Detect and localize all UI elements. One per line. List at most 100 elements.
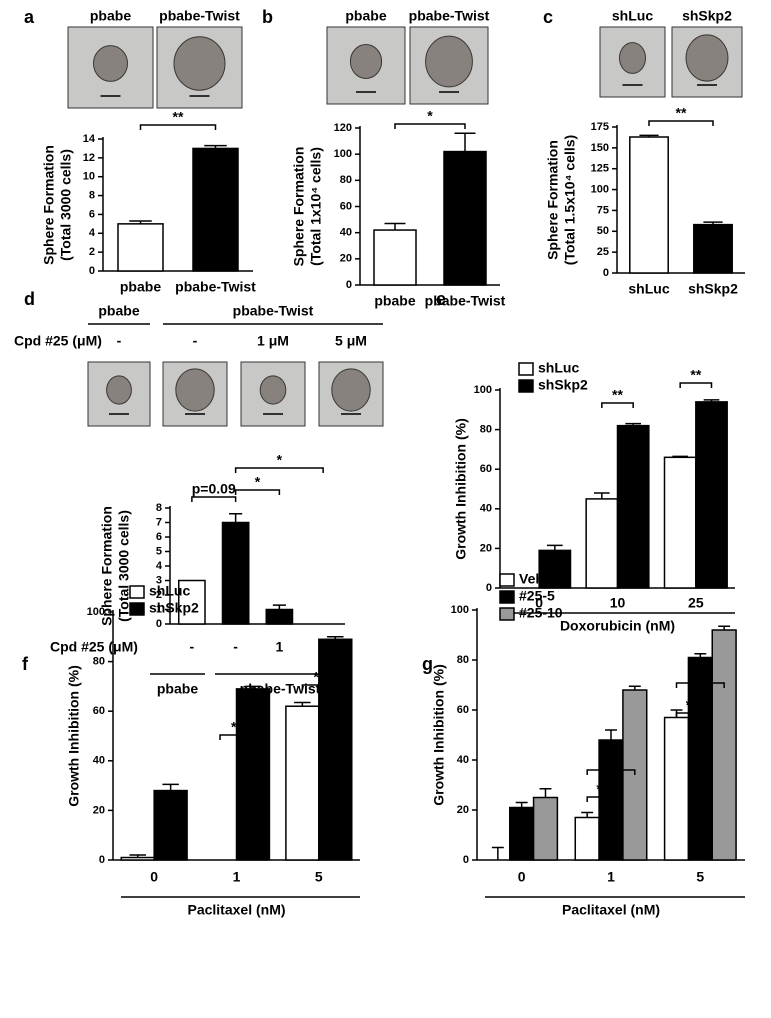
- significance-label: **: [231, 719, 242, 735]
- cell-sphere: [259, 375, 287, 405]
- panel-letter: e: [436, 289, 446, 309]
- legend-swatch: [129, 602, 145, 616]
- significance-bracket: [394, 123, 466, 129]
- y-tick-label: 80: [480, 424, 492, 436]
- x-tick-label: 10: [610, 595, 626, 611]
- cell-sphere: [349, 44, 383, 79]
- bar: [153, 789, 188, 861]
- y-tick-label: 60: [457, 704, 469, 716]
- y-tick-label: 5: [156, 545, 162, 557]
- bar: [373, 229, 417, 286]
- significance-label: *: [686, 697, 692, 713]
- bar: [663, 716, 690, 861]
- cell-sphere: [175, 368, 215, 412]
- y-tick-label: 40: [457, 754, 469, 766]
- x-tick-label: 0: [535, 595, 543, 611]
- error-bar: [547, 544, 563, 551]
- significance-bracket: [679, 382, 713, 388]
- error-bar: [327, 636, 344, 640]
- y-axis-label: (Total 3000 cells): [116, 510, 132, 622]
- panel-letter: f: [22, 654, 29, 674]
- bar: [192, 147, 239, 272]
- significance-label: *: [698, 667, 704, 683]
- y-tick-label: 60: [340, 200, 352, 212]
- y-tick-label: 40: [93, 755, 105, 767]
- x-tick-label: pbabe: [374, 293, 415, 309]
- bar: [616, 424, 650, 589]
- bar: [318, 638, 353, 861]
- row-label: Cpd #25 (μM): [14, 333, 102, 349]
- y-tick-label: 8: [89, 189, 95, 201]
- group-label: pbabe: [157, 681, 198, 697]
- image-group-label: pbabe: [98, 303, 139, 319]
- error-bar: [703, 399, 720, 402]
- y-tick-label: 175: [591, 121, 609, 133]
- x-axis-label: Doxorubicin (nM): [560, 618, 675, 634]
- y-tick-label: 100: [591, 183, 609, 195]
- significance-bracket: [139, 124, 217, 130]
- image-group-label: pbabe-Twist: [233, 303, 314, 319]
- y-tick-label: 6: [89, 208, 95, 220]
- error-bar: [718, 625, 731, 630]
- error-bar: [515, 801, 528, 808]
- significance-bracket: [219, 734, 254, 740]
- y-tick-label: 100: [334, 148, 352, 160]
- y-tick-label: 0: [603, 267, 609, 279]
- significance-bracket: [301, 684, 337, 690]
- x-tick-label: pbabe-Twist: [175, 279, 256, 295]
- legend-label: shLuc: [538, 360, 579, 376]
- significance-label: *: [277, 452, 283, 468]
- y-tick-label: 20: [480, 542, 492, 554]
- image-label: -: [117, 333, 122, 349]
- y-tick-label: 80: [340, 174, 352, 186]
- y-axis-label: (Total 1x10⁴ cells): [308, 147, 324, 266]
- y-tick-label: 50: [597, 225, 609, 237]
- y-tick-label: 0: [486, 582, 492, 594]
- error-bar: [672, 455, 688, 458]
- cell-sphere: [93, 45, 128, 82]
- image-label: 5 μM: [335, 333, 367, 349]
- y-tick-label: 80: [93, 656, 105, 668]
- y-tick-label: 20: [93, 804, 105, 816]
- y-tick-label: 4: [89, 227, 96, 239]
- y-tick-label: 25: [597, 246, 609, 258]
- y-tick-label: 0: [99, 854, 105, 866]
- y-tick-label: 40: [340, 227, 352, 239]
- y-tick-label: 12: [83, 152, 95, 164]
- bar: [585, 498, 619, 589]
- error-bar: [129, 854, 146, 858]
- cell-sphere: [619, 42, 646, 74]
- y-tick-label: 1: [156, 603, 162, 615]
- bar: [687, 656, 713, 861]
- x-tick-label: shLuc: [628, 281, 669, 297]
- y-axis-label: Sphere Formation: [41, 145, 57, 265]
- y-tick-label: 20: [340, 253, 352, 265]
- image-label: shSkp2: [682, 8, 732, 24]
- y-axis-label: Growth Inhibition (%): [431, 664, 447, 806]
- bar: [693, 223, 733, 274]
- significance-bracket: [586, 769, 636, 775]
- significance-bracket: [648, 120, 714, 126]
- y-tick-label: 150: [591, 142, 609, 154]
- significance-bracket: [601, 402, 634, 408]
- legend-label: #25-10: [519, 605, 563, 621]
- y-tick-label: 8: [156, 502, 162, 514]
- image-label: shLuc: [612, 8, 653, 24]
- error-bar: [625, 422, 641, 426]
- y-tick-label: 100: [474, 384, 492, 396]
- cell-sphere: [173, 36, 226, 91]
- legend-swatch: [499, 573, 515, 587]
- y-tick-label: 10: [83, 171, 95, 183]
- y-tick-label: 7: [156, 516, 162, 528]
- error-bar: [204, 144, 227, 149]
- error-bar: [294, 701, 311, 707]
- x-tick-label: 0: [518, 869, 526, 885]
- error-bar: [229, 513, 243, 523]
- significance-bracket: [234, 489, 281, 495]
- bar: [221, 521, 250, 625]
- bar: [711, 629, 737, 861]
- image-label: 1 μM: [257, 333, 289, 349]
- y-tick-label: 120: [334, 122, 352, 134]
- x-tick-label: 5: [696, 869, 704, 885]
- image-label: pbabe-Twist: [159, 8, 240, 24]
